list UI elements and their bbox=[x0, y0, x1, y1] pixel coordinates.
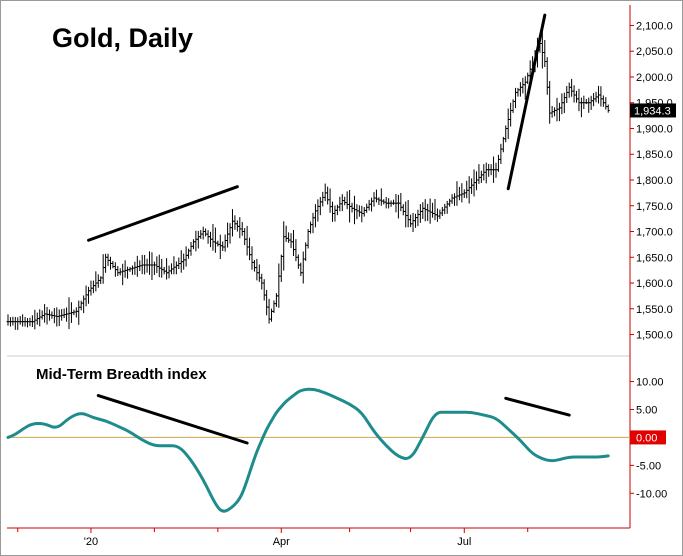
price-y-tick-label: 1,900.0 bbox=[636, 123, 673, 135]
price-trend-lines bbox=[87, 13, 547, 242]
price-y-tick-label: 1,750.0 bbox=[636, 201, 673, 213]
price-y-tick-label: 1,800.0 bbox=[636, 175, 673, 187]
last-value-marker: 1,934.3 bbox=[630, 103, 676, 118]
price-y-tick-label: 1,600.0 bbox=[636, 278, 673, 290]
price-y-tick-label: 1,500.0 bbox=[636, 330, 673, 342]
price-trend-line bbox=[87, 185, 239, 242]
price-chart-title: Gold, Daily bbox=[52, 23, 193, 53]
breadth-trend-line bbox=[504, 396, 571, 417]
zero-value-label: 0.00 bbox=[636, 432, 657, 444]
price-y-ticks: 1,500.0 1,550.0 1,600.0 1,650.0 1,700.0 1,750… bbox=[630, 20, 673, 342]
x-tick-label: '20 bbox=[84, 536, 98, 548]
price-y-tick-label: 2,100.0 bbox=[636, 20, 673, 32]
breadth-y-tick-label: 10.00 bbox=[636, 377, 664, 389]
price-y-tick-label: 1,650.0 bbox=[636, 252, 673, 264]
last-value-label: 1,934.3 bbox=[634, 105, 671, 117]
price-y-tick-label: 1,850.0 bbox=[636, 149, 673, 161]
x-tick-label: Apr bbox=[273, 536, 290, 548]
price-trend-line bbox=[506, 13, 547, 191]
price-y-tick-label: 2,050.0 bbox=[636, 46, 673, 58]
breadth-y-tick-label: -10.00 bbox=[636, 488, 667, 500]
breadth-trend-line bbox=[96, 394, 249, 445]
breadth-chart-title: Mid-Term Breadth index bbox=[36, 366, 207, 383]
breadth-line bbox=[6, 387, 610, 513]
price-y-tick-label: 1,550.0 bbox=[636, 304, 673, 316]
breadth-y-tick-label: -5.00 bbox=[636, 460, 661, 472]
zero-value-badge bbox=[630, 430, 666, 445]
zero-value-marker: 0.00 bbox=[630, 430, 666, 445]
breadth-y-ticks: 10.00 5.00 -5.00 -10.00 bbox=[630, 377, 667, 500]
price-y-tick-label: 2,000.0 bbox=[636, 72, 673, 84]
x-tick-label: Jul bbox=[457, 536, 471, 548]
ohlc-bars bbox=[6, 31, 610, 330]
last-value-badge bbox=[630, 103, 676, 118]
x-axis-ticks: '20 Apr Jul bbox=[17, 528, 529, 548]
price-y-tick-label: 1,700.0 bbox=[636, 227, 673, 239]
breadth-trend-lines bbox=[96, 394, 571, 445]
breadth-y-tick-label: 5.00 bbox=[636, 404, 657, 416]
